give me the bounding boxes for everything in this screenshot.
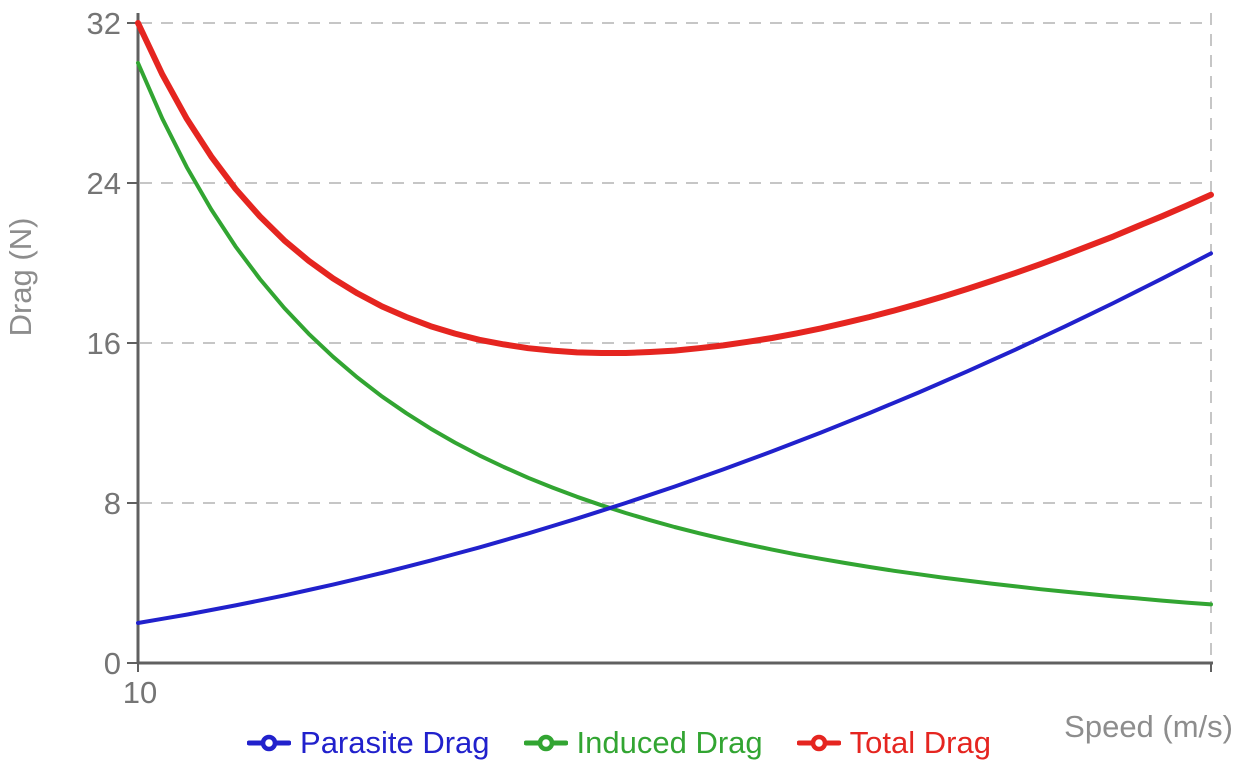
x-axis-title: Speed (m/s) xyxy=(1064,709,1233,744)
chart-legend: Parasite Drag Induced Drag Total Drag xyxy=(0,727,1238,758)
legend-label: Total Drag xyxy=(849,725,991,760)
svg-text:16: 16 xyxy=(87,326,121,361)
legend-item-parasite-drag[interactable]: Parasite Drag xyxy=(247,727,490,758)
series-line-induced-drag xyxy=(136,61,1213,607)
tick-labels: 0 8 16 24 32 10 xyxy=(87,6,158,710)
svg-text:10: 10 xyxy=(123,675,157,710)
legend-label: Parasite Drag xyxy=(300,725,490,760)
legend-label: Induced Drag xyxy=(576,725,763,760)
legend-line-point-icon xyxy=(247,734,292,751)
series-line-parasite-drag xyxy=(136,251,1213,625)
series-line-total-drag xyxy=(135,20,1214,356)
data-series xyxy=(135,20,1214,625)
svg-text:32: 32 xyxy=(87,6,121,41)
grid-lines xyxy=(140,13,1212,663)
legend-item-total-drag[interactable]: Total Drag xyxy=(796,725,991,760)
svg-text:0: 0 xyxy=(104,646,121,681)
axes xyxy=(127,13,1213,672)
legend-item-induced-drag[interactable]: Induced Drag xyxy=(523,725,763,760)
legend-line-point-icon xyxy=(523,734,568,751)
legend-line-point-icon xyxy=(796,734,841,751)
y-axis-title: Drag (N) xyxy=(3,218,38,337)
svg-text:8: 8 xyxy=(104,486,121,521)
svg-text:24: 24 xyxy=(87,166,121,201)
